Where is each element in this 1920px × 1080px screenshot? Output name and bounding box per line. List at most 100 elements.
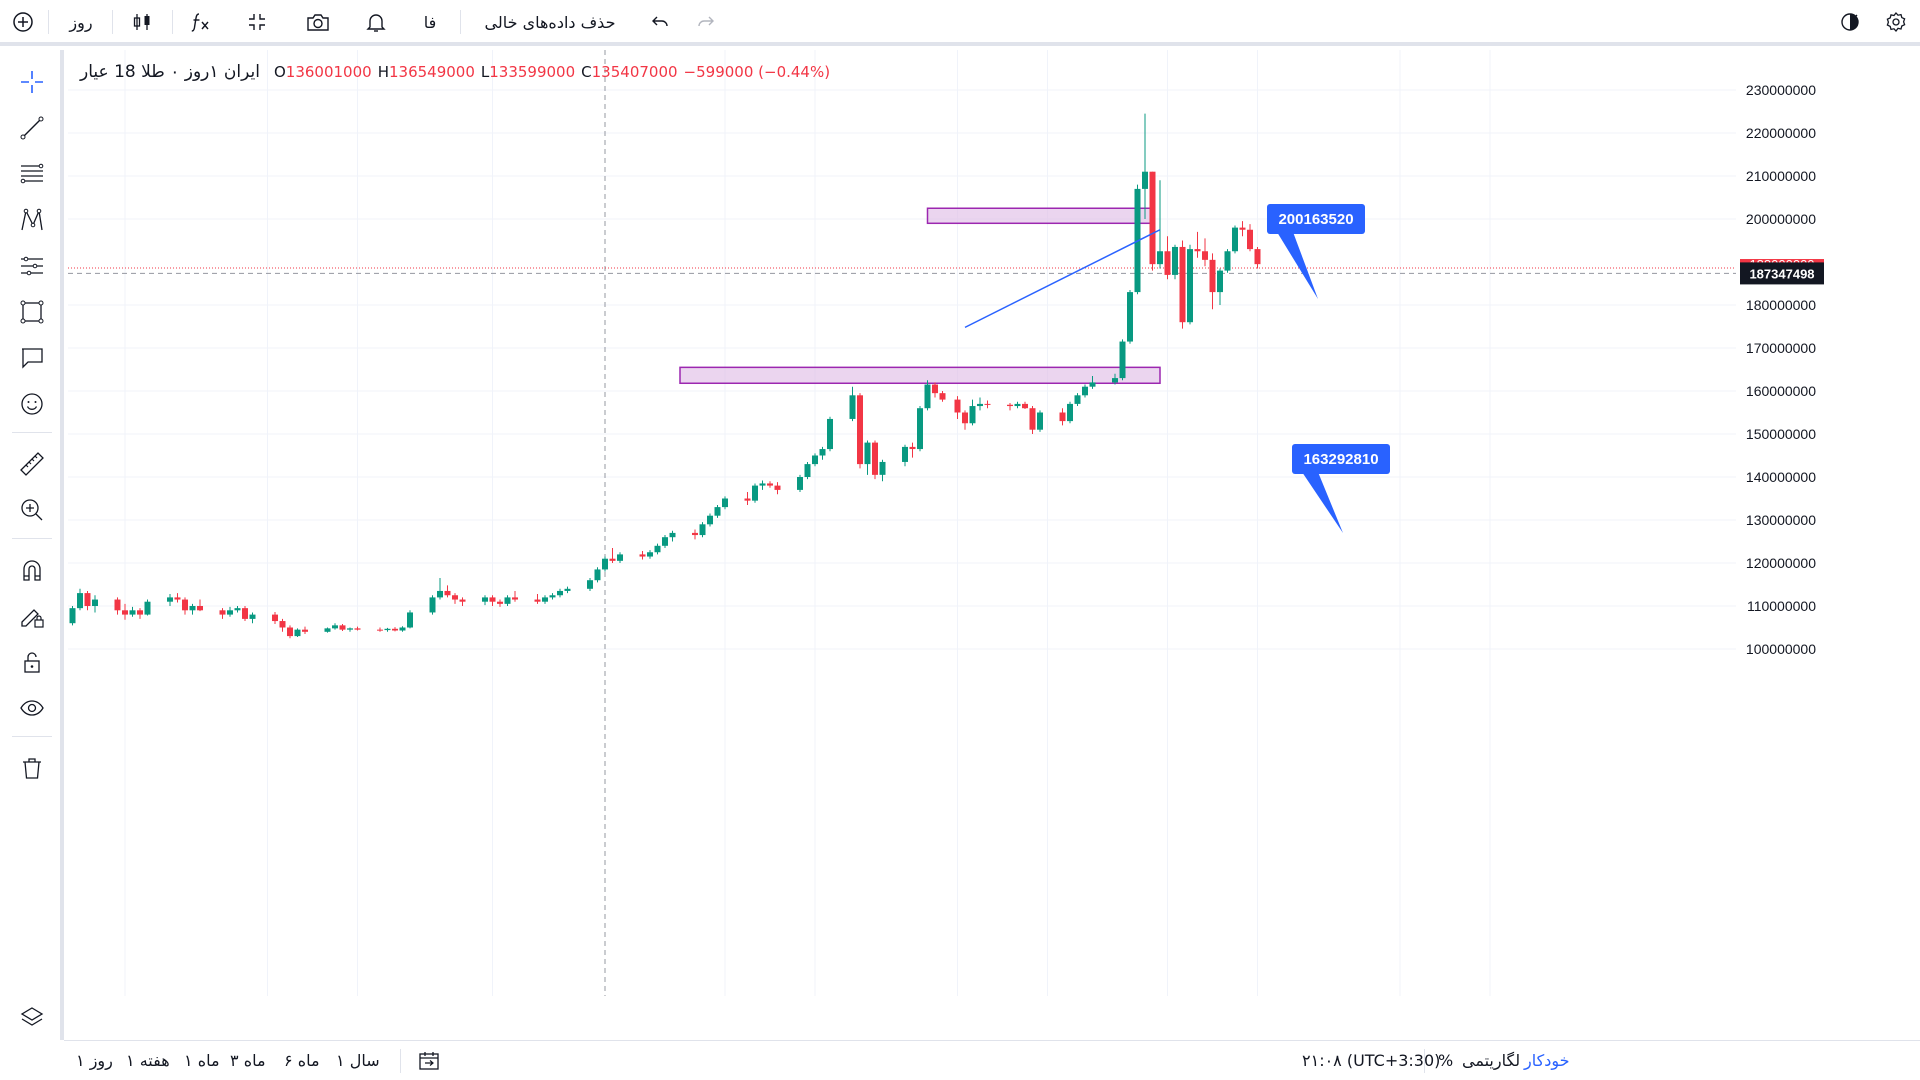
candle-body (324, 628, 331, 632)
range-6m-button[interactable]: ۶ ماه (284, 1051, 320, 1070)
candle-body (774, 485, 781, 490)
forecast-tool[interactable] (14, 248, 50, 284)
trendline-tool[interactable] (14, 110, 50, 146)
measure-tool[interactable] (14, 446, 50, 482)
price-tick: 150000000 (1746, 426, 1816, 442)
pattern-tool[interactable] (14, 202, 50, 238)
candle-body (167, 597, 173, 602)
candle-body (849, 395, 856, 419)
candle-body (1007, 404, 1013, 407)
percent-toggle[interactable]: % (1438, 1051, 1454, 1070)
candle-body (272, 614, 278, 622)
candle-body (332, 625, 338, 629)
candle-body (219, 610, 226, 615)
snapshot-button[interactable] (302, 0, 334, 44)
redo-button[interactable] (692, 0, 720, 44)
candle-body (1179, 246, 1186, 323)
price-tick: 130000000 (1746, 512, 1816, 528)
candle-body (639, 554, 646, 557)
smiley-icon (21, 393, 43, 415)
chart-type-button[interactable] (126, 0, 158, 44)
undo-button[interactable] (646, 0, 674, 44)
fullscreen-button[interactable] (242, 0, 272, 44)
low-value: 133599000 (489, 63, 576, 81)
candle-body (1089, 382, 1096, 387)
goto-date-button[interactable] (414, 1041, 444, 1080)
candle-body (1187, 249, 1193, 323)
theme-button[interactable] (1834, 0, 1866, 44)
auto-scale-toggle[interactable]: خودکار (1524, 1051, 1570, 1070)
interval-button[interactable]: روز (69, 12, 93, 32)
emoji-tool[interactable] (14, 386, 50, 422)
zoom-in-icon (21, 499, 43, 521)
camera-icon (307, 14, 329, 31)
drawings: 200163520 163292810 (964, 204, 1390, 533)
price-tick: 170000000 (1746, 340, 1816, 356)
candle-body (1112, 378, 1118, 383)
candle-body (617, 554, 623, 561)
fib-tool[interactable] (14, 156, 50, 192)
price-chart[interactable]: 230000000 220000000 210000000 200000000 1800… (68, 50, 1828, 996)
lock-drawings-tool[interactable] (14, 644, 50, 680)
shape-tool[interactable] (14, 294, 50, 330)
zoom-tool[interactable] (14, 492, 50, 528)
candle-body (437, 590, 443, 598)
alert-button[interactable] (360, 0, 392, 44)
trendline (964, 229, 1161, 329)
range-1d-button[interactable]: ۱ روز (76, 1051, 113, 1070)
language-button[interactable]: فا (423, 12, 437, 32)
candle-body (1254, 249, 1261, 265)
candle-body (759, 483, 766, 486)
candle-body (1157, 251, 1163, 265)
candle-body (429, 597, 436, 613)
pencil-lock-icon (21, 609, 44, 628)
support-callout-pointer (1302, 472, 1343, 533)
crosshair-tool[interactable] (14, 64, 50, 100)
price-tick: 110000000 (1747, 598, 1816, 614)
hide-drawings-tool[interactable] (14, 690, 50, 726)
candle-body (444, 590, 451, 596)
candle-body (1149, 171, 1156, 265)
symbol-title[interactable]: ایران ۱روز ۰ طلا 18 عیار (80, 62, 260, 82)
delete-empty-data-button[interactable]: حذف داده‌های خالی (484, 12, 616, 32)
candle-body (752, 485, 758, 501)
symbol-legend: ایران ۱روز ۰ طلا 18 عیار O136001000 H136… (80, 60, 830, 84)
settings-button[interactable] (1880, 0, 1912, 44)
log-scale-toggle[interactable]: لگاریتمی (1462, 1051, 1521, 1070)
resistance-callout-box (1267, 204, 1365, 234)
annotation-tool[interactable] (14, 340, 50, 376)
candle-body (144, 601, 151, 615)
candle-body (954, 399, 961, 413)
undo-icon (652, 16, 668, 27)
add-symbol-button[interactable] (8, 0, 38, 44)
range-3m-button[interactable]: ۳ ماه (230, 1051, 266, 1070)
candle-body (347, 628, 353, 630)
remove-drawings-tool[interactable] (14, 750, 50, 786)
candle-body (377, 629, 383, 631)
trendline-icon (20, 116, 44, 140)
range-1m-button[interactable]: ۱ ماه (184, 1051, 220, 1070)
bell-icon (366, 14, 386, 32)
candle-body (1082, 386, 1088, 396)
candle-body (249, 614, 256, 619)
range-1w-button[interactable]: ۱ هفته (126, 1051, 170, 1070)
candle-body (287, 627, 293, 637)
candle-body (489, 597, 496, 602)
last-price-label: 187347498 (1749, 266, 1814, 281)
candle-body (1074, 395, 1081, 404)
range-1y-button[interactable]: ۱ سال (336, 1051, 380, 1070)
indicators-button[interactable] (186, 0, 216, 44)
candle-body (1037, 412, 1043, 430)
candle-body (647, 552, 653, 557)
price-tick: 100000000 (1746, 641, 1816, 657)
magnet-tool[interactable] (14, 552, 50, 588)
candle-body (234, 608, 241, 611)
support-callout-text: 163292810 (1303, 451, 1378, 468)
candle-body (1202, 251, 1208, 260)
candle-body (497, 601, 503, 604)
timezone-button[interactable]: ۲۱:۰۸ (UTC+3:30) (1302, 1051, 1441, 1070)
candle-body (354, 628, 361, 630)
candle-body (399, 627, 406, 631)
object-tree-button[interactable] (14, 1000, 50, 1036)
stay-drawing-tool[interactable] (14, 598, 50, 634)
